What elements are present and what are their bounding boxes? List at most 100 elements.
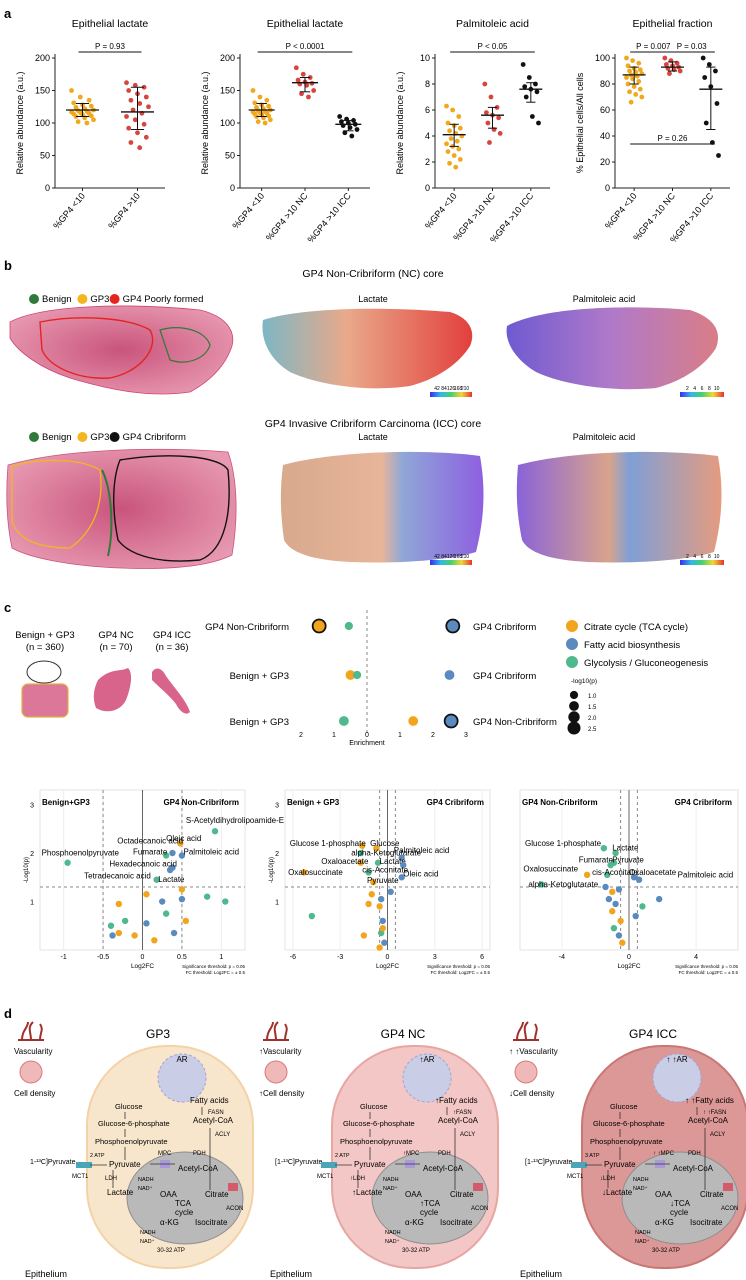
core-group-titles: Benign + GP3(n = 360) GP4 NC(n = 70) GP4 I… (15, 630, 191, 653)
volcano-point (203, 893, 211, 900)
p-value-label: P = 0.007 (636, 42, 671, 51)
x-tick-label: 3 (464, 732, 468, 739)
y-tick-label: 200 (35, 53, 50, 63)
citrate-label: Citrate (205, 1190, 229, 1199)
data-point (627, 68, 632, 74)
data-point (700, 55, 706, 61)
data-point (71, 100, 77, 106)
enrichment-point (444, 670, 455, 680)
right-group-label: GP4 Cribriform (473, 671, 536, 682)
metabolite-label: Pyruvate (367, 876, 399, 885)
fatty-acids-label: ↑Fatty acids (435, 1096, 478, 1105)
data-point (91, 117, 96, 123)
volcano-point (379, 917, 386, 925)
isocitrate-label: Isocitrate (440, 1218, 473, 1227)
enrichment-point (344, 621, 353, 631)
data-point (349, 133, 355, 139)
vascularity-icon (513, 1021, 539, 1041)
pyruvate-label: Pyruvate (109, 1160, 141, 1169)
data-point (631, 84, 637, 89)
y-axis-label: -Log10(p) (269, 857, 275, 883)
volcano-point (612, 900, 619, 908)
data-point (137, 145, 143, 151)
oaa-label: OAA (405, 1190, 423, 1199)
cell-density-icon (264, 1060, 288, 1084)
icc-annotation-legend: Benign GP3 GP4 Cribriform (29, 432, 186, 443)
nadh-label: NADH (138, 1177, 154, 1183)
g6p-label: Glucose-6-phosphate (98, 1119, 170, 1128)
data-point (624, 75, 629, 80)
x-tick-label: 1 (332, 732, 336, 739)
left-group-label: Benign+GP3 (42, 798, 90, 807)
legend-swatch (566, 638, 578, 650)
icc-lactate-map (280, 451, 484, 563)
enrichment-point (345, 670, 356, 680)
data-point (75, 119, 81, 125)
data-point (126, 88, 132, 93)
volcano-point (115, 929, 123, 937)
volcano-point (381, 939, 388, 946)
data-point (267, 117, 273, 123)
volcano-point (379, 924, 386, 932)
nc-core-title: GP4 Non-Cribriform (NC) core (302, 268, 443, 280)
data-point (262, 120, 268, 126)
nc-palmitoleic-scale: 2 4 6 8 10 (686, 386, 720, 392)
data-point (250, 88, 256, 93)
fasn-label: ↑ ↑FASN (703, 1110, 726, 1116)
ldh-label: ↑LDH (350, 1176, 365, 1182)
data-point (706, 62, 712, 67)
data-point (457, 125, 463, 131)
metabolite-label: Glucose (370, 839, 400, 848)
data-point (448, 136, 454, 142)
metabolite-label: Lactate (612, 844, 639, 853)
y-tick-label: 80 (600, 79, 610, 89)
metabolite-label: Octadecanoic acid (117, 836, 183, 845)
x-axis-label: Log2FC (617, 963, 640, 970)
threshold-note: FC threshold: Log2FC = ± 0.5 (431, 970, 491, 975)
volcano-point (64, 859, 71, 866)
threshold-note: FC threshold: Log2FC = ± 0.5 (186, 970, 246, 975)
chart-a-1: Epithelial lactate 0 50 100 150 200 Relative a… (15, 18, 165, 231)
pyruvate-label: Pyruvate (354, 1160, 386, 1169)
legend-label: GP3 (90, 432, 109, 443)
data-point (677, 68, 683, 74)
volcano-point (398, 874, 405, 881)
data-point (522, 84, 528, 89)
metabolite-label: Pyruvate (612, 856, 644, 865)
data-point (488, 94, 494, 100)
panel-label-c: c (4, 600, 11, 615)
volcano-point (376, 903, 383, 910)
icc-palmitoleic-scale: 2 4 6 8 10 (686, 554, 720, 560)
volcano-point (170, 929, 178, 937)
data-point (252, 100, 258, 106)
y-tick-label: 3 (30, 803, 34, 810)
data-point (624, 55, 629, 61)
data-point (126, 125, 132, 131)
atp-yield-label: 30-32 ATP (157, 1248, 185, 1254)
metabolite-label: Glucose 1-phosphate (290, 839, 367, 848)
data-point (714, 101, 720, 106)
atp-label: 3 ATP (585, 1153, 600, 1159)
core-name: GP4 ICC (153, 630, 191, 641)
data-point (444, 141, 449, 147)
tca-label: ↓TCA (670, 1199, 691, 1208)
data-point (77, 94, 83, 100)
x-tick-label: 0 (627, 954, 631, 961)
p-value-label: P = 0.93 (95, 42, 125, 51)
data-point (141, 121, 147, 127)
vascularity-label: Vascularity (14, 1047, 53, 1056)
enrichment-point (339, 716, 349, 726)
data-point (124, 80, 129, 86)
volcano-point (365, 900, 372, 908)
data-point (536, 120, 541, 126)
atp-yield-label: 30-32 ATP (652, 1248, 680, 1254)
metabolite-label: Oleic acid (403, 869, 438, 878)
gp4-icc-thumb (152, 668, 190, 714)
tca-label-2: cycle (175, 1208, 194, 1217)
lactate-label: Lactate (107, 1188, 134, 1197)
volcano-point (368, 891, 375, 898)
volcano-point (617, 917, 624, 925)
colorbar-tick-label: 10 (714, 386, 720, 392)
